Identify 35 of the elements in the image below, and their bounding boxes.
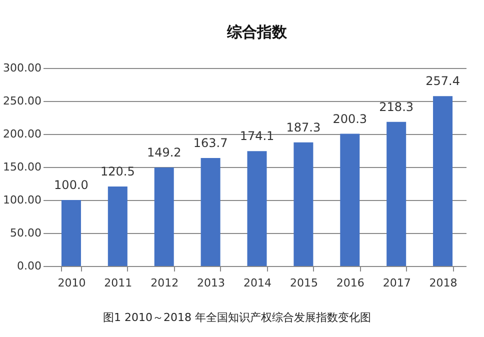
x-tick-label: 2012 xyxy=(150,276,179,290)
x-tick-label: 2010 xyxy=(58,276,86,290)
bar xyxy=(200,158,220,266)
data-label: 257.4 xyxy=(426,74,460,88)
y-tick-label: 200.00 xyxy=(3,128,42,140)
data-label: 120.5 xyxy=(100,164,135,178)
y-tick-label: 300.00 xyxy=(3,62,42,74)
data-label: 163.7 xyxy=(193,136,228,150)
y-tick-label: 0.00 xyxy=(17,260,42,272)
y-tick-label: 150.00 xyxy=(3,160,42,174)
data-label: 100.0 xyxy=(54,178,88,192)
x-tick-label: 2015 xyxy=(290,276,318,290)
bar xyxy=(247,151,267,266)
bar xyxy=(154,168,174,266)
bar xyxy=(433,96,453,266)
x-tick-label: 2018 xyxy=(429,276,458,290)
bar xyxy=(386,122,406,266)
x-tick-label: 2013 xyxy=(197,276,226,290)
y-tick-label: 250.00 xyxy=(3,94,42,108)
data-label: 187.3 xyxy=(286,120,321,134)
bar xyxy=(340,134,360,266)
chart-title: 综合指数 xyxy=(226,23,288,41)
y-tick-label: 100.00 xyxy=(3,194,42,206)
data-label: 200.3 xyxy=(332,112,368,126)
bar xyxy=(61,200,81,266)
x-tick-label: 2016 xyxy=(336,276,364,290)
data-label: 149.2 xyxy=(146,146,182,160)
x-tick-label: 2014 xyxy=(244,276,272,290)
x-tick-label: 2017 xyxy=(382,276,411,290)
data-label: 218.3 xyxy=(379,100,414,114)
bar xyxy=(108,186,128,266)
caption: 图1 2010～2018 年全国知识产权综合发展指数变化图 xyxy=(103,311,371,324)
y-tick-label: 50.00 xyxy=(10,226,42,240)
x-tick-label: 2011 xyxy=(104,276,132,290)
bar xyxy=(294,142,314,266)
